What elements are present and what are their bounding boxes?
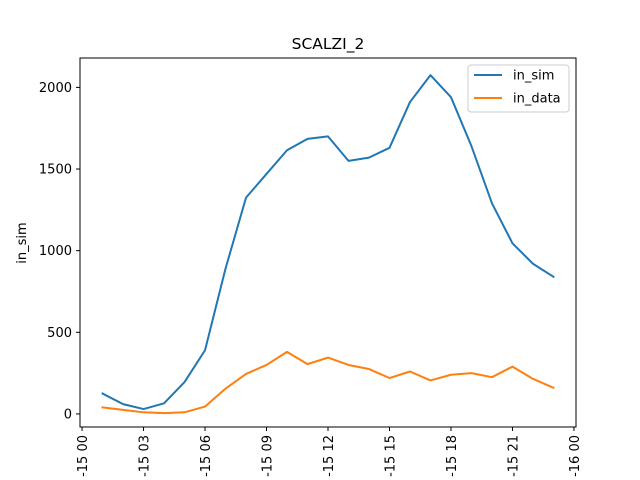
chart-title: SCALZI_2	[292, 35, 365, 54]
x-tick-label: -15 18	[445, 435, 460, 477]
x-tick-label: -15 00	[76, 435, 91, 477]
x-tick-label: -16 00	[568, 435, 583, 477]
legend: in_sim in_data	[467, 64, 570, 113]
x-tick-label: -15 21	[506, 435, 521, 477]
y-tick-label: 1500	[39, 163, 72, 178]
plot-frame	[79, 57, 577, 428]
x-tick-label: -15 15	[383, 435, 398, 477]
x-tick-label: -15 06	[199, 435, 214, 477]
series-layer	[101, 74, 555, 415]
y-tick-label: 1000	[39, 244, 72, 259]
legend-box	[467, 64, 570, 113]
y-tick-label: 2000	[39, 81, 72, 96]
legend-label-in_data: in_data	[513, 92, 561, 107]
plot-area	[80, 58, 576, 427]
y-tick-label: 500	[47, 326, 72, 341]
y-axis-ticks: 0 500 1000 1500 2000	[39, 81, 80, 422]
y-tick-label: 0	[64, 407, 72, 422]
y-axis-label: in_sim	[15, 222, 30, 263]
x-tick-label: -15 03	[138, 435, 153, 477]
x-tick-label: -15 09	[261, 435, 276, 477]
x-tick-label: -15 12	[322, 435, 337, 477]
legend-label-in_sim: in_sim	[513, 69, 554, 84]
x-axis-ticks: -15 00 -15 03 -15 06 -15 09 -15 12 -15 15 -15 …	[76, 427, 583, 477]
